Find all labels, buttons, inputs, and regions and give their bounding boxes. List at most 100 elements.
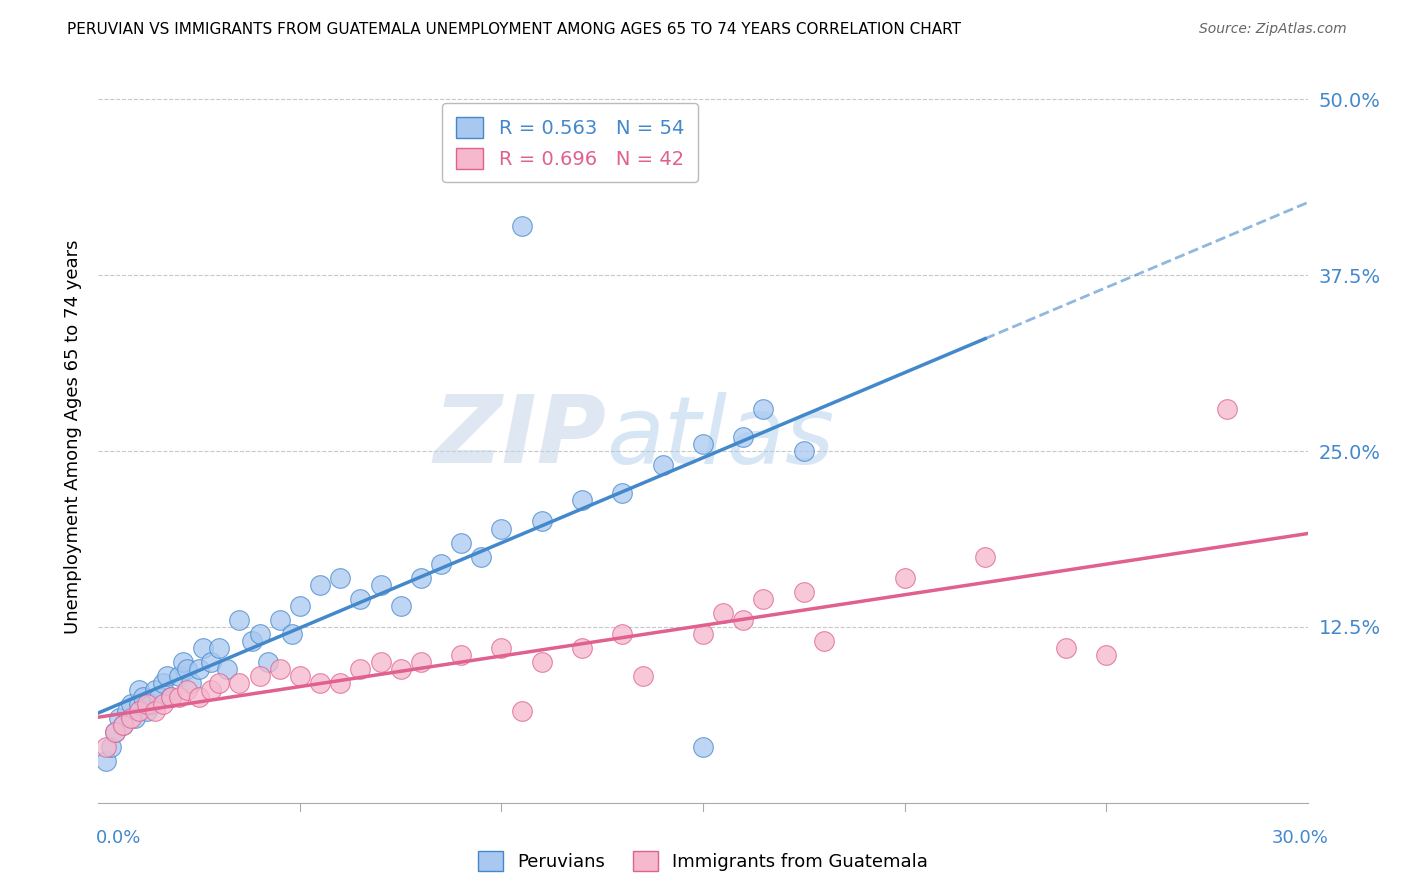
Point xyxy=(1054,641,1077,656)
Point xyxy=(103,725,125,739)
Point xyxy=(128,683,150,698)
Point xyxy=(176,662,198,676)
Point xyxy=(176,683,198,698)
Point xyxy=(96,739,118,754)
Legend: Peruvians, Immigrants from Guatemala: Peruvians, Immigrants from Guatemala xyxy=(471,844,935,879)
Legend: R = 0.563   N = 54, R = 0.696   N = 42: R = 0.563 N = 54, R = 0.696 N = 42 xyxy=(443,103,697,182)
Text: ZIP: ZIP xyxy=(433,391,606,483)
Point xyxy=(124,711,146,725)
Point xyxy=(612,486,634,500)
Point xyxy=(167,690,190,705)
Text: Source: ZipAtlas.com: Source: ZipAtlas.com xyxy=(1199,22,1347,37)
Point xyxy=(711,606,734,620)
Point xyxy=(200,655,222,669)
Point xyxy=(281,627,304,641)
Point xyxy=(160,690,183,705)
Point xyxy=(240,634,263,648)
Point xyxy=(349,591,371,606)
Point xyxy=(208,641,231,656)
Point xyxy=(1095,648,1118,662)
Point xyxy=(100,739,122,754)
Point xyxy=(530,515,553,529)
Point xyxy=(120,711,142,725)
Point xyxy=(752,591,775,606)
Point xyxy=(256,655,278,669)
Point xyxy=(793,444,815,458)
Point xyxy=(430,557,453,571)
Point xyxy=(217,662,239,676)
Point xyxy=(135,698,157,712)
Point xyxy=(111,718,134,732)
Point xyxy=(389,599,412,613)
Text: 30.0%: 30.0% xyxy=(1272,830,1329,847)
Point xyxy=(160,690,183,705)
Point xyxy=(103,725,125,739)
Point xyxy=(96,754,118,768)
Point xyxy=(571,641,593,656)
Point xyxy=(450,648,472,662)
Point xyxy=(491,641,513,656)
Point xyxy=(733,430,755,444)
Point xyxy=(510,219,533,233)
Point xyxy=(208,676,231,690)
Point xyxy=(107,711,129,725)
Text: atlas: atlas xyxy=(606,392,835,483)
Point xyxy=(132,690,155,705)
Point xyxy=(409,571,432,585)
Point xyxy=(530,655,553,669)
Text: PERUVIAN VS IMMIGRANTS FROM GUATEMALA UNEMPLOYMENT AMONG AGES 65 TO 74 YEARS COR: PERUVIAN VS IMMIGRANTS FROM GUATEMALA UN… xyxy=(67,22,962,37)
Point xyxy=(813,634,835,648)
Point xyxy=(269,662,291,676)
Point xyxy=(733,613,755,627)
Point xyxy=(893,571,915,585)
Point xyxy=(152,676,174,690)
Point xyxy=(193,641,215,656)
Point xyxy=(111,718,134,732)
Point xyxy=(167,669,190,683)
Point xyxy=(115,705,138,719)
Point xyxy=(1216,401,1239,416)
Point xyxy=(692,627,714,641)
Point xyxy=(249,627,271,641)
Point xyxy=(309,676,332,690)
Point xyxy=(793,584,815,599)
Point xyxy=(288,599,311,613)
Point xyxy=(389,662,412,676)
Point xyxy=(135,705,157,719)
Point xyxy=(612,627,634,641)
Point xyxy=(309,578,332,592)
Point xyxy=(228,676,250,690)
Point xyxy=(128,705,150,719)
Point xyxy=(148,690,170,705)
Point xyxy=(143,705,166,719)
Point xyxy=(329,676,352,690)
Point xyxy=(128,698,150,712)
Point xyxy=(269,613,291,627)
Point xyxy=(172,655,194,669)
Point xyxy=(631,669,654,683)
Point xyxy=(249,669,271,683)
Point xyxy=(409,655,432,669)
Text: 0.0%: 0.0% xyxy=(96,830,141,847)
Point xyxy=(188,662,211,676)
Point xyxy=(692,437,714,451)
Point xyxy=(571,493,593,508)
Point xyxy=(692,739,714,754)
Point xyxy=(156,669,179,683)
Point xyxy=(349,662,371,676)
Point xyxy=(139,698,162,712)
Point xyxy=(143,683,166,698)
Point xyxy=(974,549,997,564)
Point xyxy=(188,690,211,705)
Point xyxy=(470,549,492,564)
Point xyxy=(329,571,352,585)
Point xyxy=(370,578,392,592)
Point xyxy=(491,521,513,535)
Point xyxy=(200,683,222,698)
Point xyxy=(228,613,250,627)
Point xyxy=(120,698,142,712)
Point xyxy=(450,535,472,549)
Point xyxy=(752,401,775,416)
Point xyxy=(651,458,673,473)
Point xyxy=(510,705,533,719)
